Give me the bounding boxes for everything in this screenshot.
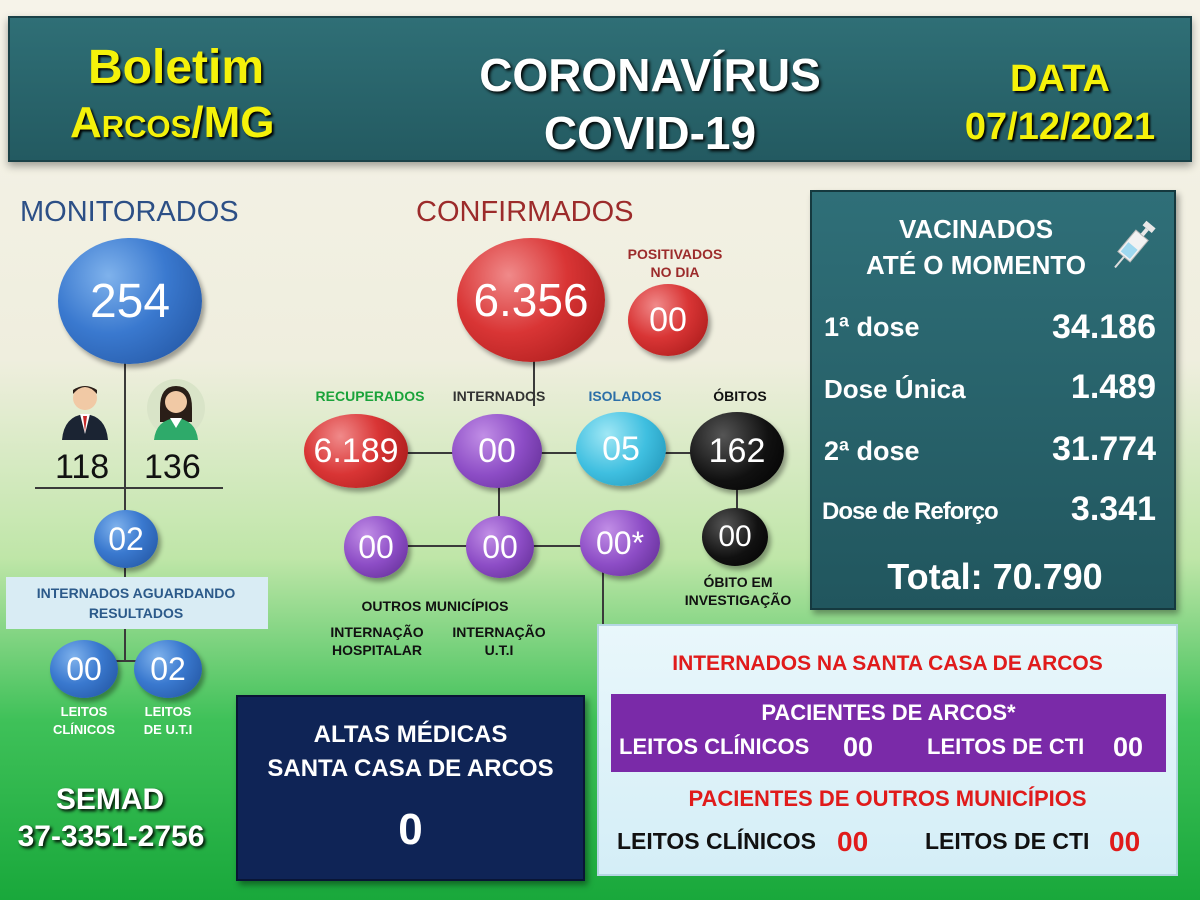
obitos-value: 162	[708, 431, 766, 470]
positivados-label-2: NO DIA	[650, 264, 700, 280]
isolados-label: ISOLADOS	[588, 388, 662, 404]
vac-row-1-value: 34.186	[1052, 308, 1156, 346]
internacao-hospitalar-circle: 00	[344, 516, 408, 578]
header-banner: Boletim Arcos/MG CORONAVÍRUS COVID-19 DA…	[8, 16, 1192, 162]
monitorados-total-circle: 254	[58, 238, 202, 364]
altas-value: 0	[398, 805, 423, 854]
pacientes-arcos-title: PACIENTES DE ARCOS*	[761, 700, 1016, 725]
leitos-clinicos-label-1: LEITOS	[60, 704, 108, 719]
leitos-connector	[70, 660, 180, 662]
monitorados-connector	[124, 300, 126, 660]
vacinados-title-2: ATÉ O MOMENTO	[865, 250, 1087, 280]
internacao-uti-value: 00	[482, 528, 518, 565]
internacao-uti-label-2: U.T.I	[484, 642, 514, 658]
male-avatar-icon	[58, 380, 112, 440]
internacao-uti-circle: 00	[466, 516, 534, 578]
leitos-clinicos-circle: 00	[50, 640, 118, 698]
outros-municipios-label: OUTROS MUNICÍPIOS	[361, 598, 509, 614]
internacao-hospitalar-label-1: INTERNAÇÃO	[330, 624, 424, 640]
positivados-label-1: POSITIVADOS	[627, 246, 723, 262]
obitos-label: ÓBITOS	[713, 388, 767, 404]
vac-row-2-label: Dose Única	[824, 374, 966, 404]
isolados-value: 05	[602, 429, 640, 468]
altas-panel: ALTAS MÉDICAS SANTA CASA DE ARCOS 0	[236, 695, 585, 881]
vac-total: Total: 70.790	[887, 556, 1103, 597]
arcos-clinicos-value: 00	[843, 732, 874, 762]
internacao-hospitalar-label-2: HOSPITALAR	[332, 642, 422, 658]
leitos-uti-value: 02	[150, 650, 186, 687]
outros-clinicos-value: 00	[837, 826, 869, 857]
obito-investigacao-label-2: INVESTIGAÇÃO	[684, 592, 792, 608]
outros-clinicos-label: LEITOS CLÍNICOS	[617, 828, 816, 854]
vac-row-3-label: 2ª dose	[824, 436, 920, 466]
vac-row-2-value: 1.489	[1070, 368, 1156, 406]
obitos-circle: 162	[690, 412, 784, 490]
confirmados-total-circle: 6.356	[457, 238, 605, 362]
altas-title-1: ALTAS MÉDICAS	[313, 721, 508, 748]
boletim-title: Boletim	[88, 41, 265, 94]
recuperados-circle: 6.189	[304, 414, 408, 488]
header-title-line2: COVID-19	[543, 107, 757, 159]
internados-aguardando-value: 02	[108, 520, 144, 557]
recuperados-label: RECUPERADOS	[315, 388, 425, 404]
arcos-cti-value: 00	[1113, 732, 1144, 762]
isolados-circle: 05	[576, 412, 666, 486]
leitos-clinicos-label-2: CLÍNICOS	[52, 722, 116, 737]
confirmados-connector	[533, 340, 535, 406]
vac-row-4-label: Dose de Reforço	[822, 498, 999, 525]
leitos-clinicos-value: 00	[66, 650, 102, 687]
recuperados-value: 6.189	[313, 431, 399, 470]
vac-row-4-value: 3.341	[1070, 490, 1156, 528]
date-label: DATA	[1010, 58, 1110, 100]
internados-aguardando-circle: 02	[94, 510, 158, 568]
leitos-uti-circle: 02	[134, 640, 202, 698]
female-count: 136	[144, 448, 201, 486]
arcos-clinicos-label: LEITOS CLÍNICOS	[619, 734, 810, 759]
date-value: 07/12/2021	[964, 106, 1156, 148]
obito-investigacao-value: 00	[718, 520, 752, 553]
positivados-value: 00	[649, 300, 687, 339]
santa-casa-title: INTERNADOS NA SANTA CASA DE ARCOS	[672, 652, 1103, 675]
internados-circle: 00	[452, 414, 542, 488]
leitos-uti-label-1: LEITOS	[144, 704, 192, 719]
vacinados-title-1: VACINADOS	[898, 214, 1054, 244]
outros-cti-label: LEITOS DE CTI	[925, 828, 1090, 854]
vacinados-panel: VACINADOS ATÉ O MOMENTO 1ª dose 34.186 D…	[810, 190, 1176, 610]
female-avatar-icon	[146, 378, 206, 440]
confirmados-title: CONFIRMADOS	[416, 196, 634, 228]
internacao-uti-label-1: INTERNAÇÃO	[452, 624, 546, 640]
male-count: 118	[55, 448, 110, 486]
positivados-circle: 00	[628, 284, 708, 356]
semad-phone: 37-3351-2756	[17, 820, 205, 853]
outros-municipios-circle: 00*	[580, 510, 660, 576]
monitorados-total: 254	[89, 274, 171, 328]
outros-municipios-value: 00*	[595, 524, 645, 561]
internados-value: 00	[478, 431, 516, 470]
pacientes-outros-title: PACIENTES DE OUTROS MUNICÍPIOS	[688, 786, 1087, 811]
internados-aguardando-label: INTERNADOS AGUARDANDO RESULTADOS	[36, 585, 236, 621]
altas-title-2: SANTA CASA DE ARCOS	[267, 755, 554, 782]
obito-investigacao-circle: 00	[702, 508, 768, 566]
confirmados-total: 6.356	[473, 274, 589, 326]
city-name: Arcos/MG	[70, 98, 275, 147]
monitorados-divider	[35, 487, 223, 489]
monitorados-title: MONITORADOS	[20, 196, 239, 228]
status-connector	[380, 452, 720, 454]
obito-investigacao-label-1: ÓBITO EM	[703, 574, 773, 590]
outros-cti-value: 00	[1109, 826, 1141, 857]
internacao-hospitalar-value: 00	[358, 528, 394, 565]
syringe-icon	[1108, 214, 1158, 278]
internacao-connector	[498, 452, 500, 547]
santa-casa-panel: INTERNADOS NA SANTA CASA DE ARCOS PACIEN…	[597, 624, 1178, 876]
pacientes-arcos-box: PACIENTES DE ARCOS* LEITOS CLÍNICOS 00 L…	[611, 694, 1166, 772]
semad-name: SEMAD	[55, 783, 165, 816]
header-title-line1: CORONAVÍRUS	[479, 49, 821, 101]
leitos-uti-label-2: DE U.T.I	[143, 722, 193, 737]
internados-aguardando-box: INTERNADOS AGUARDANDO RESULTADOS	[6, 577, 268, 629]
vac-row-3-value: 31.774	[1052, 430, 1156, 468]
arcos-cti-label: LEITOS DE CTI	[927, 734, 1085, 759]
internados-label: INTERNADOS	[452, 388, 546, 404]
vac-row-1-label: 1ª dose	[824, 312, 920, 342]
